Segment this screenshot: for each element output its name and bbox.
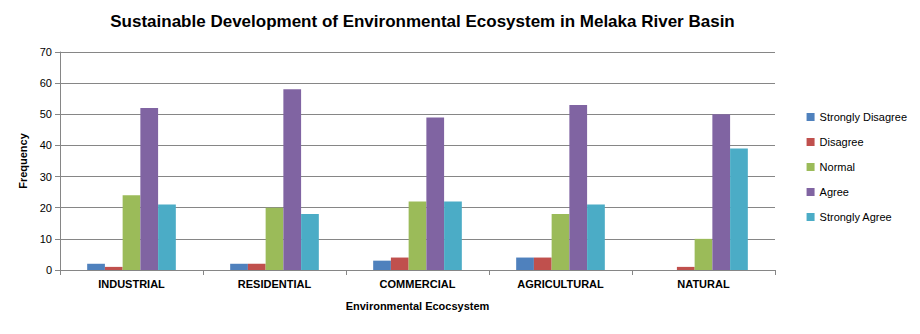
svg-text:10: 10 [40,233,52,245]
svg-text:Frequency: Frequency [17,132,29,189]
svg-text:30: 30 [40,171,52,183]
svg-text:40: 40 [40,139,52,151]
svg-text:20: 20 [40,202,52,214]
svg-text:Disagree: Disagree [820,136,864,148]
svg-text:Agree: Agree [820,186,849,198]
svg-text:Strongly Agree: Strongly Agree [820,211,892,223]
svg-text:70: 70 [40,46,52,58]
svg-text:Environmental Ecocsystem: Environmental Ecocsystem [346,300,490,312]
svg-text:NATURAL: NATURAL [677,278,730,290]
svg-text:60: 60 [40,77,52,89]
svg-text:RESIDENTIAL: RESIDENTIAL [238,278,312,290]
svg-text:Strongly Disagree: Strongly Disagree [820,111,907,123]
svg-text:50: 50 [40,108,52,120]
svg-text:Normal: Normal [820,161,855,173]
svg-text:Sustainable Development of Env: Sustainable Development of Environmental… [110,12,734,31]
svg-text:AGRICULTURAL: AGRICULTURAL [517,278,604,290]
svg-text:INDUSTRIAL: INDUSTRIAL [98,278,165,290]
svg-text:COMMERCIAL: COMMERCIAL [380,278,456,290]
svg-text:0: 0 [46,264,52,276]
